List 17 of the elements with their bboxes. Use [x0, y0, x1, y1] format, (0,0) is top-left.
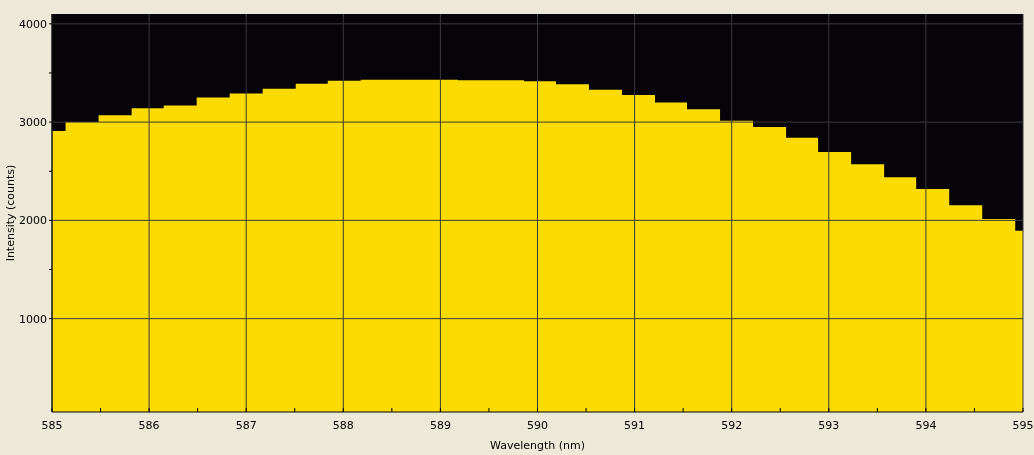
y-tick-label: 1000: [19, 312, 47, 326]
x-tick-label: 588: [332, 419, 354, 432]
x-tick-label: 589: [429, 419, 451, 432]
x-tick-label: 592: [721, 419, 743, 432]
y-tick-label: 3000: [19, 116, 47, 130]
y-tick-label: 2000: [19, 214, 47, 228]
x-tick-label: 594: [915, 419, 937, 432]
x-tick-label: 593: [818, 419, 840, 432]
x-tick-label: 585: [41, 419, 63, 432]
x-axis-title: Wavelength (nm): [489, 439, 586, 452]
y-axis-title: Intensity (counts): [4, 164, 17, 262]
x-tick-label: 591: [624, 419, 646, 432]
x-tick-label: 595: [1012, 419, 1034, 432]
x-tick-label: 590: [527, 419, 548, 432]
x-tick-label: 587: [235, 419, 257, 432]
x-tick-label: 586: [138, 419, 160, 432]
y-tick-label: 4000: [19, 17, 47, 31]
